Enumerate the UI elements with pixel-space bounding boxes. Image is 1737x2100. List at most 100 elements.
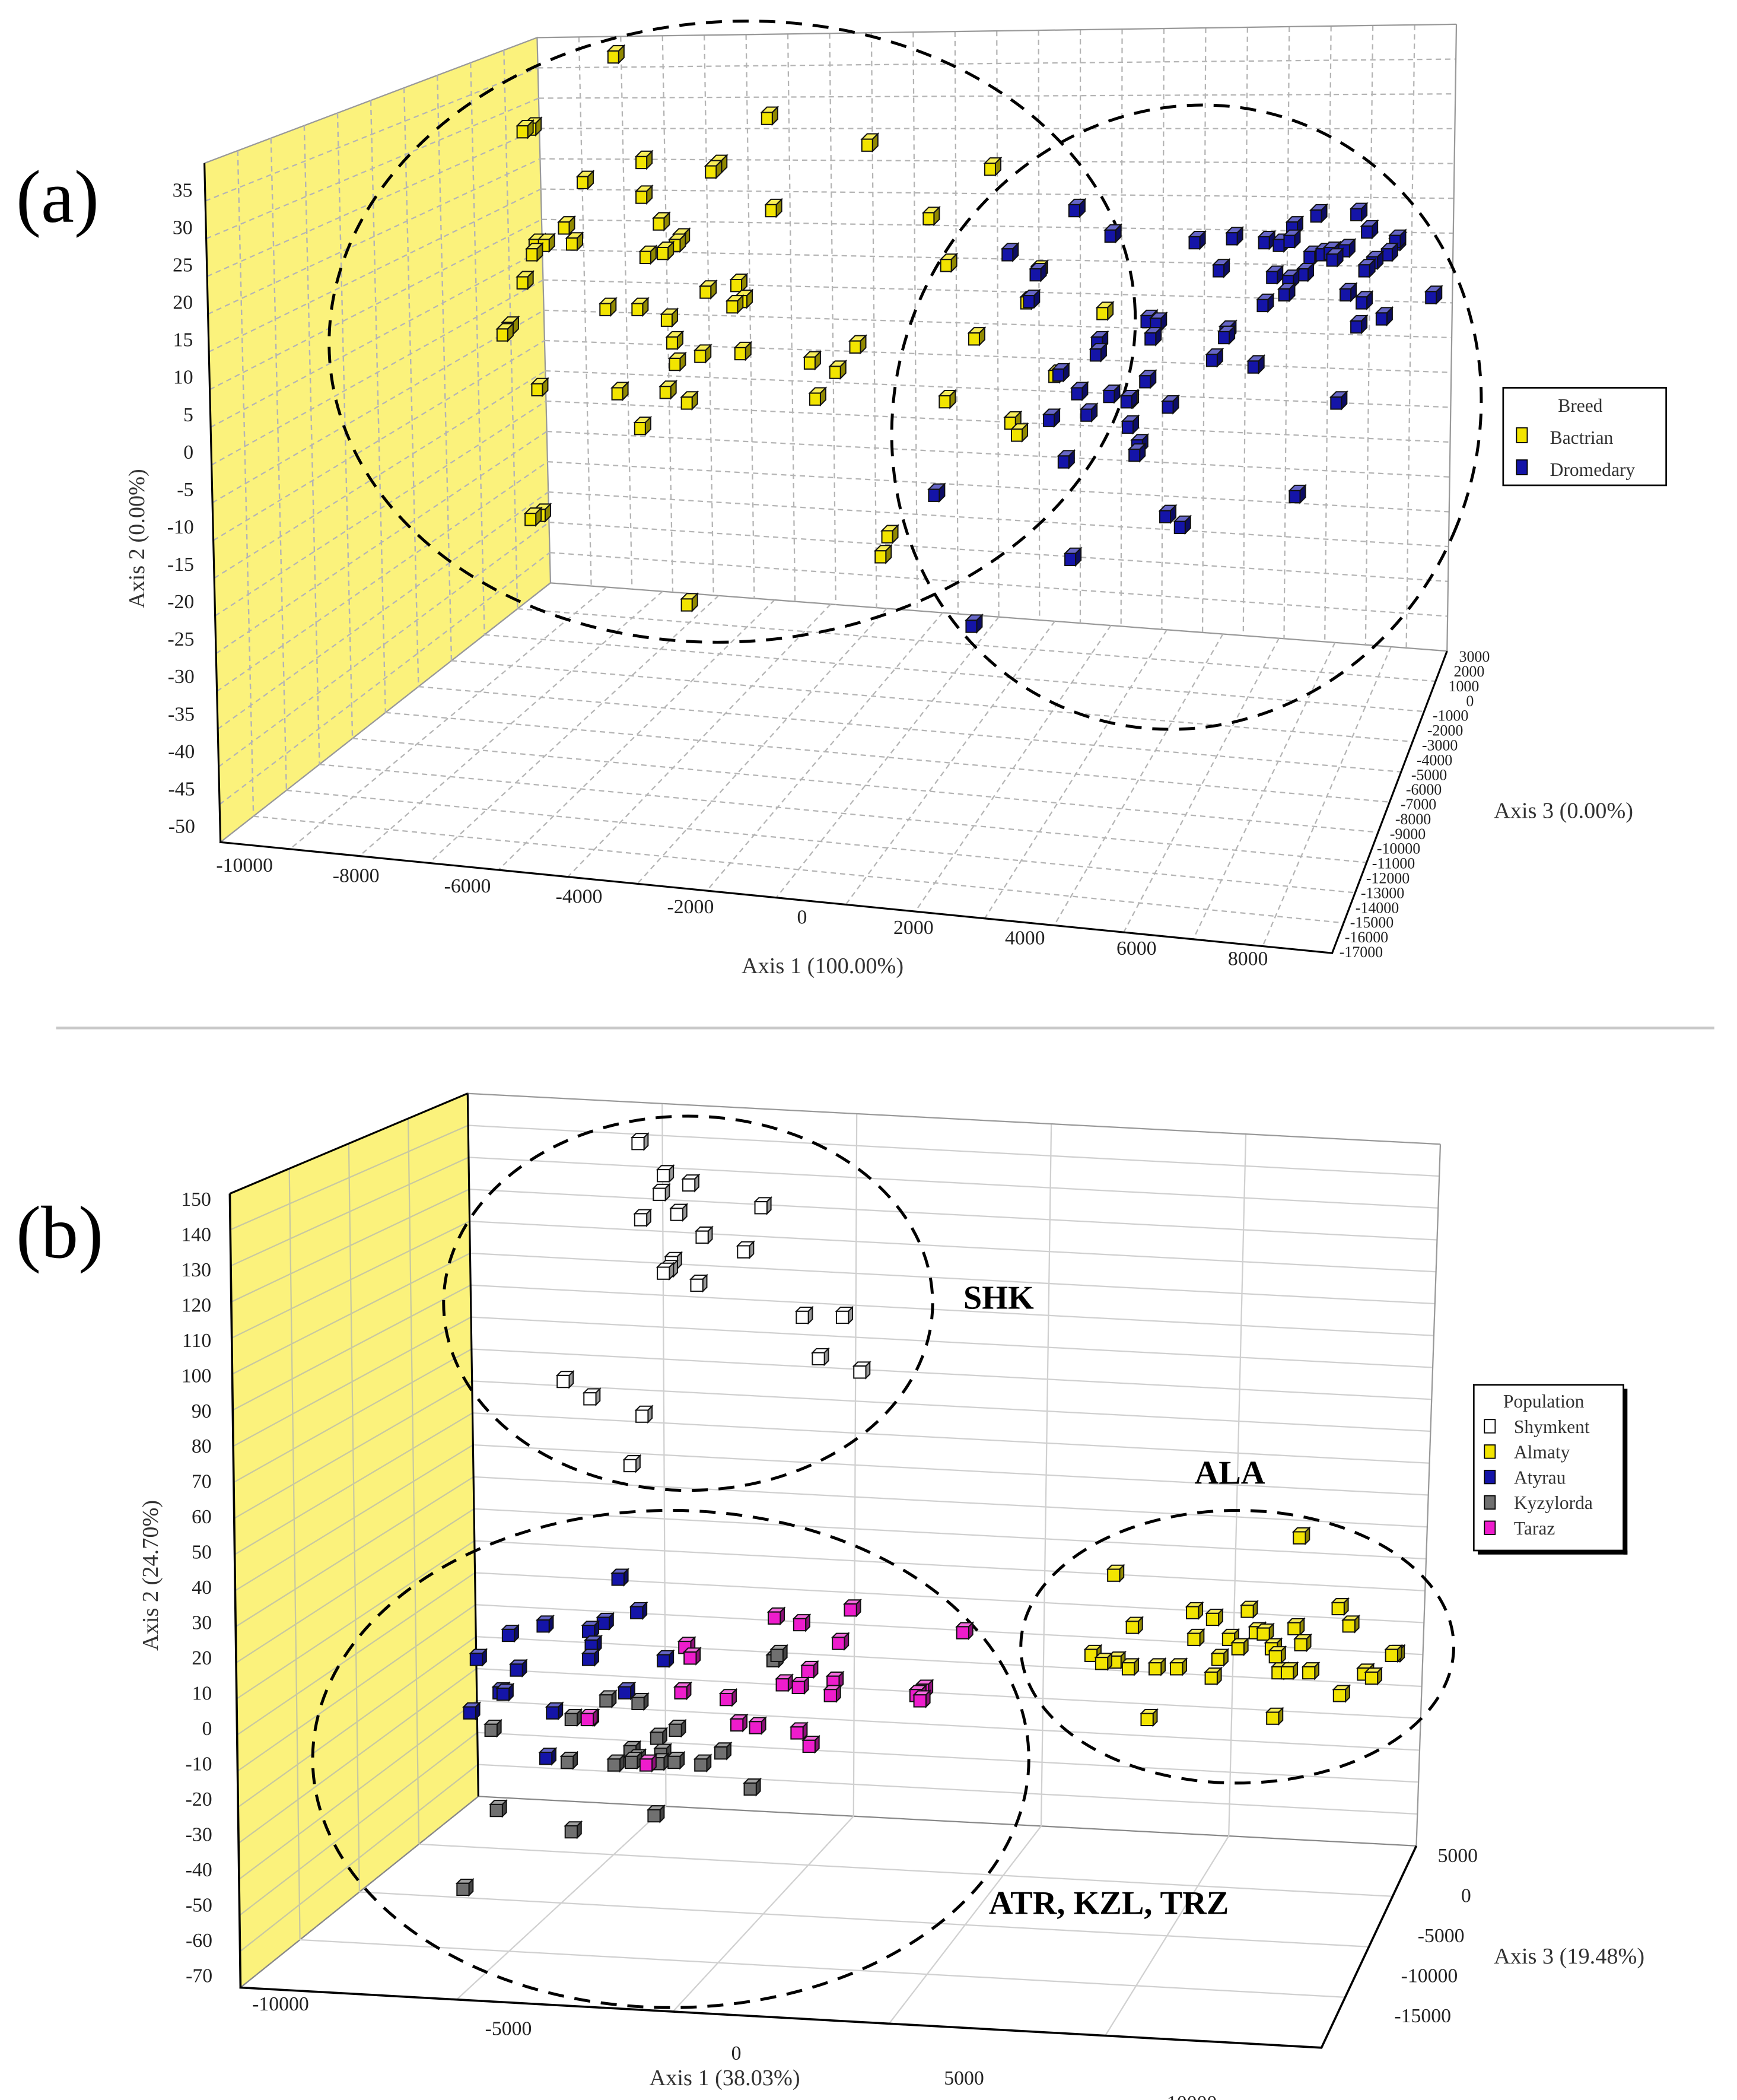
kyzylorda-point [693, 1753, 712, 1773]
dromedary-point [1089, 342, 1108, 363]
dromedary-point [1173, 514, 1192, 535]
taraz-point [775, 1673, 794, 1692]
panel-b-z-tick-label: -5000 [1418, 1925, 1465, 1947]
panel-b-z-tick-label: 0 [1461, 1885, 1471, 1907]
dromedary-point [964, 613, 984, 634]
shymkent-point [835, 1305, 854, 1325]
panel-a-x-tick-label: -2000 [667, 896, 714, 918]
bactrian-point [634, 184, 654, 205]
panel-a-y-tick-label: -20 [167, 591, 194, 613]
shymkent-point [753, 1196, 773, 1215]
panel-a-z-tick-label: -1000 [1433, 707, 1468, 725]
panel-a-label: (a) [16, 156, 99, 239]
panel-a-z-tick-label: 2000 [1454, 663, 1485, 680]
panel-a-z-tick-label: 0 [1466, 692, 1474, 710]
kyzylorda-point [713, 1741, 733, 1761]
dromedary-point [1349, 314, 1369, 335]
bactrian-point [516, 119, 535, 139]
shymkent-point [852, 1360, 871, 1380]
dromedary-point [1029, 262, 1048, 282]
panel-b-y-tick-label: 0 [202, 1718, 212, 1740]
panel-b-points [455, 1132, 1406, 1897]
dromedary-point [1338, 282, 1358, 303]
almaty-point [1384, 1644, 1404, 1663]
atyrau-point [508, 1659, 528, 1678]
bactrian-point [575, 170, 595, 190]
bactrian-point [1095, 300, 1115, 322]
shymkent-legend-swatch [1484, 1419, 1496, 1434]
panel-a-y-tick-label: -50 [168, 815, 195, 837]
taraz-point [792, 1613, 812, 1632]
panel-a-z-tick-label: -3000 [1422, 737, 1458, 754]
shymkent-point [622, 1454, 642, 1473]
bactrian-point [698, 279, 718, 300]
bactrian-point [764, 198, 784, 218]
atyrau-point [617, 1681, 637, 1701]
almaty-point [1147, 1657, 1167, 1676]
almaty-point [1301, 1661, 1321, 1680]
bactrian-point [557, 215, 576, 236]
panel-a-z-tick-label: 3000 [1459, 648, 1490, 665]
panel-b-y-tick-label: -40 [186, 1859, 212, 1881]
panel-a-z-axis-label: Axis 3 (0.00%) [1494, 799, 1633, 824]
panel-a-z-tick-label: -13000 [1361, 884, 1404, 901]
panel-a-y-tick-label: -5 [177, 479, 193, 501]
shymkent-point [634, 1405, 654, 1424]
kyzylorda-point [455, 1877, 475, 1897]
bactrian-point [760, 106, 780, 126]
almaty-point [1083, 1644, 1103, 1663]
bactrian-point [704, 159, 723, 180]
bactrian-point [524, 242, 544, 262]
shymkent-legend-label: Shymkent [1514, 1416, 1590, 1437]
panel-a-x-axis-label: Axis 1 (100.00%) [742, 954, 904, 978]
shymkent-point [582, 1387, 602, 1406]
almaty-point [1364, 1666, 1383, 1686]
panel-b-z-axis-label: Axis 3 (19.48%) [1494, 1944, 1644, 1969]
taraz-point [789, 1721, 809, 1741]
bactrian-point [530, 377, 549, 398]
bactrian-point [939, 252, 959, 273]
atyrau-point [596, 1612, 615, 1631]
almaty-point [1280, 1661, 1299, 1680]
kyzylorda-point [630, 1692, 650, 1711]
shymkent-point [669, 1203, 689, 1222]
dromedary-point [1388, 228, 1407, 249]
dromedary-point [1277, 282, 1296, 303]
panel-a-x-tick-label: -8000 [333, 865, 380, 887]
panel-b-chart: -70 -60 -50 -40 -30 -20 -10 0 10 20 30 40 50 60 70 80 90… [16, 1092, 1644, 2100]
panel-a-y-tick-label: -40 [168, 741, 195, 763]
dromedary-cluster-ellipse [890, 103, 1483, 731]
dromedary-point [1140, 309, 1159, 329]
atyrau-legend-label: Atyrau [1514, 1467, 1566, 1488]
panel-a-tick-labels: -50-45-40-35-30-25-20-15-10-505101520253… [167, 179, 1490, 970]
dromedary-point [1138, 368, 1157, 389]
atyrau-point [545, 1701, 564, 1721]
panel-b-y-tick-label: 50 [192, 1542, 212, 1564]
almaty-point [1125, 1616, 1144, 1635]
taraz-point [718, 1688, 738, 1707]
dromedary-point [1051, 362, 1071, 383]
panel-b-y-tick-label: -50 [186, 1895, 212, 1917]
taraz-point [801, 1734, 821, 1754]
bactrian-point [828, 359, 848, 380]
kyzylorda-legend-swatch [1484, 1495, 1496, 1510]
kyzylorda-point [769, 1644, 789, 1663]
panel-b-y-tick-label: 70 [192, 1471, 212, 1493]
taraz-point [843, 1598, 862, 1618]
panel-a-legend: Breed Bactrian Dromedary [1502, 387, 1667, 487]
almaty-point [1331, 1597, 1350, 1616]
bactrian-point [733, 341, 753, 361]
shymkent-point [810, 1347, 830, 1367]
kyzylorda-point [649, 1727, 669, 1746]
shymkent-point [633, 1208, 653, 1228]
panel-b-y-tick-label: 140 [181, 1224, 211, 1246]
panel-b-y-tick-label: 110 [182, 1330, 211, 1352]
kyzylorda-point [489, 1799, 508, 1818]
atr-kzl-trz-cluster-label: ATR, KZL, TRZ [989, 1885, 1229, 1922]
panel-a-y-tick-label: 15 [173, 329, 193, 351]
atyrau-point [629, 1601, 648, 1621]
panel-b-x-tick-label: 5000 [944, 2067, 984, 2089]
bactrian-point [634, 150, 654, 170]
bactrian-point [667, 351, 687, 372]
panel-a-chart: -50-45-40-35-30-25-20-15-10-505101520253… [16, 19, 1667, 978]
